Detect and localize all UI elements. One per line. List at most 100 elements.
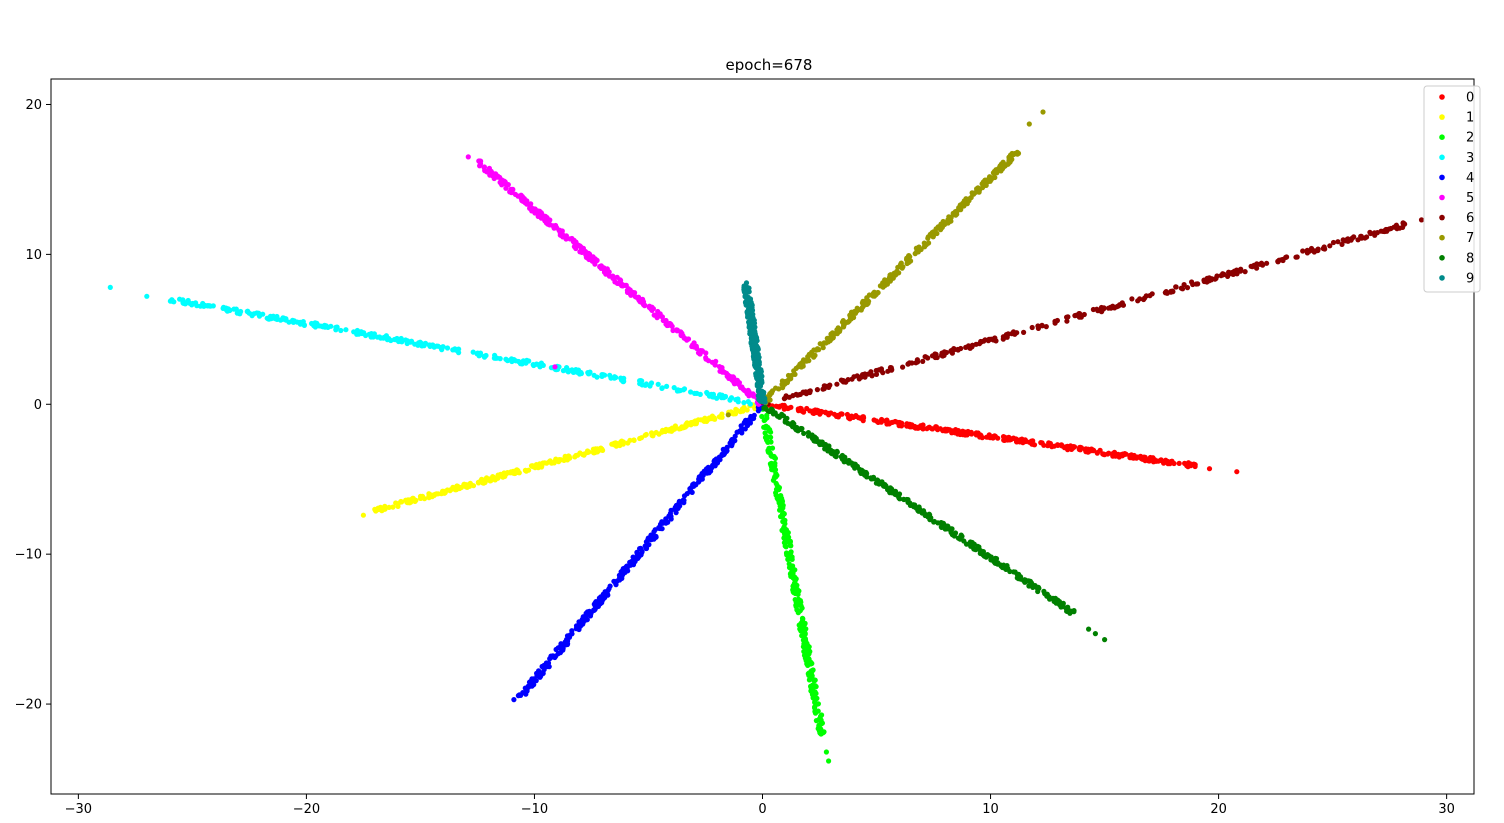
point-series-0 [825,411,831,417]
point-series-7 [979,181,985,187]
point-series-1 [381,506,387,512]
point-series-3 [591,372,597,378]
point-series-6 [920,358,926,364]
point-series-2 [788,549,794,555]
point-series-7 [890,275,896,281]
point-series-8 [894,492,900,498]
point-series-0 [942,428,948,434]
point-series-5 [699,348,705,354]
x-tick-label: −10 [521,802,548,817]
point-series-9 [741,289,748,295]
point-series-2 [768,434,774,440]
point-series-0 [1047,440,1053,447]
point-series-6 [856,376,862,382]
point-series-3 [393,336,399,342]
point-series-4 [618,574,624,581]
point-series-4 [553,646,559,653]
point-series-2 [823,749,830,755]
point-series-6 [1090,306,1096,313]
point-series-8 [931,518,938,525]
point-series-3 [680,387,687,393]
point-series-8 [765,408,771,414]
point-series-8 [793,427,799,433]
point-series-2 [768,429,774,435]
point-series-7 [779,381,785,387]
point-series-2 [802,644,808,650]
point-series-3 [444,345,451,351]
point-series-6 [1314,247,1320,254]
point-series-1 [426,495,432,501]
point-series-2 [815,726,821,732]
point-series-0 [1085,446,1091,452]
point-series-2 [785,530,791,536]
point-series-5 [488,169,494,175]
point-series-3 [354,331,360,337]
legend-marker-9 [1439,275,1445,281]
point-series-3 [107,284,113,290]
point-series-6 [1054,317,1060,324]
point-series-2 [794,586,800,593]
point-series-4 [533,678,539,684]
point-series-6 [1012,331,1018,337]
point-series-3 [600,372,606,378]
point-series-5 [588,255,594,261]
point-series-7 [884,277,890,284]
point-series-4 [724,444,730,450]
point-series-4 [675,502,682,508]
point-series-0 [875,419,881,425]
point-series-4 [680,497,687,503]
point-series-9 [756,397,762,403]
point-series-6 [1322,246,1328,252]
point-series-6 [1355,237,1361,243]
point-series-3 [483,352,489,359]
point-series-2 [799,605,805,611]
point-series-2 [773,480,779,486]
point-series-3 [290,319,296,325]
series-4 [511,402,768,703]
point-series-1 [631,437,637,443]
point-series-6 [1400,220,1406,226]
point-series-2 [818,721,824,727]
point-series-5 [552,364,558,370]
point-series-6 [1308,245,1315,252]
point-series-2 [777,507,783,513]
point-series-1 [412,498,418,504]
point-series-5 [716,364,723,370]
point-series-0 [859,415,865,421]
legend-label-3: 3 [1466,151,1474,166]
point-series-3 [586,371,592,377]
point-series-2 [787,539,793,545]
point-series-5 [491,175,497,182]
point-series-3 [440,344,446,350]
point-series-2 [812,705,818,711]
point-series-3 [207,303,213,309]
point-series-9 [754,365,760,371]
point-series-2 [815,701,822,707]
legend-marker-6 [1439,214,1445,221]
series-7 [725,109,1046,418]
y-tick-label: 20 [25,98,42,113]
point-series-9 [743,280,750,286]
point-series-3 [704,389,710,396]
series-5 [465,154,764,407]
legend-label-1: 1 [1466,111,1474,126]
point-series-3 [343,327,349,333]
point-series-6 [1348,237,1354,243]
point-series-0 [897,419,903,426]
point-series-7 [904,257,910,263]
series-6 [759,217,1425,407]
point-series-3 [540,362,546,368]
point-series-1 [682,423,688,429]
point-series-1 [530,464,536,470]
point-series-7 [976,189,982,195]
point-series-6 [933,351,939,357]
point-series-6 [1180,286,1186,292]
point-series-0 [1008,436,1014,442]
legend-marker-4 [1439,174,1445,181]
point-series-3 [526,358,532,364]
point-series-8 [1065,604,1071,610]
point-series-5 [719,367,725,373]
point-series-5 [739,384,745,390]
point-series-2 [810,695,816,701]
legend-marker-7 [1439,234,1445,241]
